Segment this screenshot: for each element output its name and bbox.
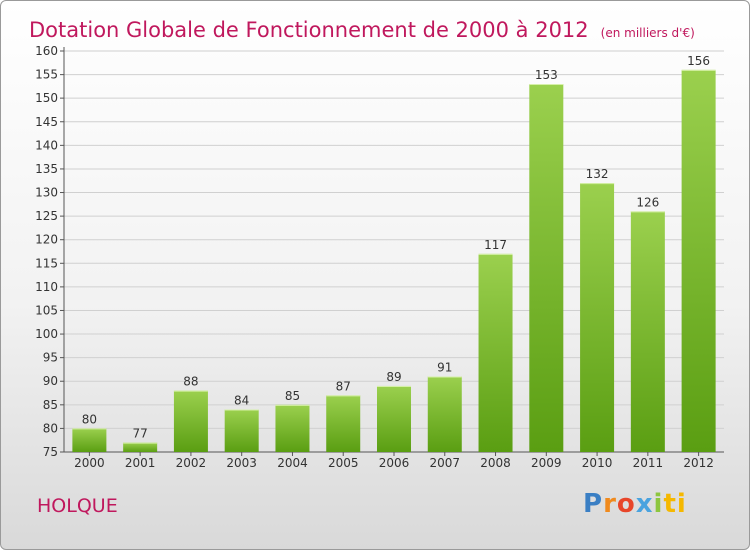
value-label: 87 [336, 379, 351, 393]
value-label: 153 [535, 68, 558, 82]
bar [173, 390, 208, 452]
y-tick-label: 85 [43, 398, 58, 412]
value-label: 89 [386, 370, 401, 384]
value-label: 88 [183, 375, 198, 389]
x-tick-label: 2007 [429, 456, 460, 470]
logo-letter: o [616, 489, 636, 519]
bar [630, 211, 665, 452]
unit-note: (en milliers d'€) [600, 26, 695, 40]
value-label: 126 [636, 195, 659, 209]
bar [478, 253, 513, 452]
bar [123, 442, 158, 452]
y-tick-label: 90 [43, 374, 58, 388]
x-tick-label: 2003 [226, 456, 257, 470]
x-tick-label: 2010 [582, 456, 613, 470]
bar [224, 409, 259, 452]
y-tick-label: 100 [35, 327, 58, 341]
bar [681, 69, 716, 452]
x-tick-label: 2002 [176, 456, 207, 470]
title-text: Dotation Globale de Fonctionnement de 20… [29, 18, 589, 42]
y-tick-label: 145 [35, 115, 58, 129]
logo-letter: r [603, 489, 617, 519]
x-tick-label: 2012 [683, 456, 714, 470]
x-tick-label: 2011 [633, 456, 664, 470]
y-tick-label: 75 [43, 445, 58, 459]
x-tick-label: 2004 [277, 456, 308, 470]
y-tick-label: 160 [35, 44, 58, 58]
value-label: 91 [437, 361, 452, 375]
value-label: 84 [234, 394, 249, 408]
y-tick-label: 105 [35, 303, 58, 317]
bar [427, 376, 462, 452]
value-label: 156 [687, 54, 710, 68]
bar [580, 183, 615, 452]
logo-letter: x [635, 489, 654, 519]
labels: 75 80 85 90 95 100 105 110 115 120 125 130 135 140 145… [35, 44, 714, 470]
value-label: 117 [484, 238, 507, 252]
x-tick-label: 2009 [531, 456, 562, 470]
y-tick-label: 150 [35, 91, 58, 105]
x-tick-label: 2008 [480, 456, 511, 470]
y-tick-label: 140 [35, 138, 58, 152]
bar [529, 84, 564, 452]
x-tick-label: 2001 [125, 456, 156, 470]
y-tick-label: 115 [35, 256, 58, 270]
bar [326, 395, 361, 452]
bar [377, 385, 411, 452]
y-tick-label: 130 [35, 186, 58, 200]
x-tick-label: 2006 [379, 456, 410, 470]
value-label: 77 [133, 427, 148, 441]
y-tick-label: 95 [43, 351, 58, 365]
logo-letter: i [653, 489, 664, 519]
value-label: 85 [285, 389, 300, 403]
y-tick-label: 110 [35, 280, 58, 294]
logo-letter: P [583, 489, 604, 519]
value-label: 80 [82, 412, 97, 426]
logo-letter: ti [663, 489, 687, 519]
bar [275, 404, 310, 452]
x-tick-label: 2005 [328, 456, 359, 470]
y-tick-label: 80 [43, 421, 58, 435]
bar [72, 428, 107, 452]
y-tick-label: 135 [35, 162, 58, 176]
value-label: 132 [586, 167, 609, 181]
chart-title: Dotation Globale de Fonctionnement de 20… [29, 7, 695, 45]
x-tick-label: 2000 [74, 456, 105, 470]
bars [72, 69, 716, 452]
commune-name: HOLQUE [37, 495, 118, 517]
y-tick-label: 125 [35, 209, 58, 223]
y-tick-label: 155 [35, 68, 58, 82]
proxiti-logo[interactable]: Proxiti [583, 489, 687, 519]
y-tick-label: 120 [35, 233, 58, 247]
